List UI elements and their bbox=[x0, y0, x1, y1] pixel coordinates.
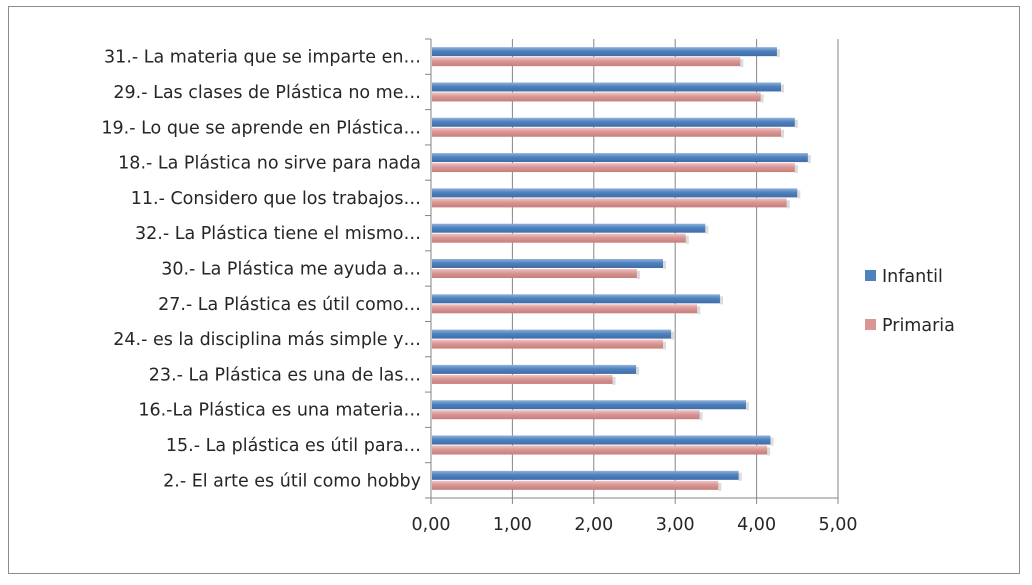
bar-infantil-11 bbox=[432, 400, 747, 410]
category-label: 27.- La Plástica es útil como… bbox=[158, 295, 421, 315]
legend-swatch-primaria bbox=[865, 319, 876, 330]
bar-shadow bbox=[770, 437, 774, 446]
bar-shadow bbox=[738, 472, 742, 481]
bar-shadow bbox=[746, 402, 750, 411]
category-label: 23.- La Plástica es una de las… bbox=[149, 365, 421, 385]
bar-shadow bbox=[794, 165, 798, 174]
bar-layer bbox=[432, 47, 811, 491]
category-label: 29.- Las clases de Plástica no me… bbox=[113, 83, 421, 103]
bar-shadow bbox=[767, 447, 771, 456]
category-label: 2.- El arte es útil como hobby bbox=[163, 471, 421, 491]
legend-label-primaria: Primaria bbox=[882, 316, 955, 336]
x-tick-label: 3,00 bbox=[656, 515, 695, 535]
bar-shadow bbox=[671, 331, 675, 340]
bar-chart: 31.- La materia que se imparte en… 29.- L… bbox=[101, 38, 955, 535]
category-label: 19.- Lo que se aprende en Plástica… bbox=[101, 118, 421, 138]
bar-shadow bbox=[794, 119, 798, 128]
category-label: 11.- Considero que los trabajos… bbox=[131, 189, 421, 209]
bar-infantil-5 bbox=[432, 188, 798, 198]
legend-label-infantil: Infantil bbox=[882, 267, 943, 287]
bar-shadow bbox=[699, 412, 703, 421]
category-label: 31.- La materia que se imparte en… bbox=[104, 48, 421, 68]
bar-shadow bbox=[636, 366, 640, 375]
category-label: 15.- La plástica es útil para… bbox=[166, 436, 421, 456]
bar-primaria-3 bbox=[432, 127, 782, 137]
category-labels: 31.- La materia que se imparte en… 29.- L… bbox=[101, 48, 421, 492]
legend: Infantil Primaria bbox=[865, 267, 955, 336]
bar-infantil-6 bbox=[432, 223, 706, 233]
bar-shadow bbox=[776, 49, 780, 58]
bar-infantil-3 bbox=[432, 117, 795, 127]
bar-shadow bbox=[797, 190, 801, 199]
bar-shadow bbox=[697, 306, 701, 315]
bar-shadow bbox=[718, 482, 722, 491]
bar-infantil-12 bbox=[432, 435, 771, 445]
category-label: 30.- La Plástica me ayuda a… bbox=[161, 260, 421, 280]
bar-primaria-8 bbox=[432, 304, 698, 314]
bar-primaria-9 bbox=[432, 339, 663, 349]
bar-infantil-7 bbox=[432, 259, 663, 268]
x-tick-label: 0,00 bbox=[412, 515, 451, 535]
bar-shadow bbox=[662, 261, 666, 269]
x-tick-label: 5,00 bbox=[819, 515, 858, 535]
bar-primaria-4 bbox=[432, 163, 795, 173]
bar-primaria-10 bbox=[432, 374, 613, 384]
bar-shadow bbox=[612, 376, 616, 385]
grid-layer bbox=[511, 39, 839, 498]
bar-shadow bbox=[662, 341, 666, 350]
x-tick-label: 2,00 bbox=[574, 515, 613, 535]
legend-swatch-infantil bbox=[865, 270, 876, 281]
bar-infantil-4 bbox=[432, 153, 808, 163]
bar-infantil-1 bbox=[432, 47, 777, 57]
bar-shadow bbox=[781, 84, 785, 93]
category-label: 16.-La Plástica es una materia… bbox=[138, 401, 421, 421]
x-tick-label: 4,00 bbox=[737, 515, 776, 535]
bar-primaria-1 bbox=[432, 57, 741, 67]
bar-primaria-11 bbox=[432, 410, 700, 420]
bar-shadow bbox=[705, 225, 709, 234]
bar-shadow bbox=[719, 296, 723, 305]
bar-shadow bbox=[786, 200, 790, 209]
category-label: 24.- es la disciplina más simple y… bbox=[113, 330, 421, 350]
bar-infantil-8 bbox=[432, 294, 720, 304]
category-label: 18.- La Plástica no sirve para nada bbox=[118, 154, 421, 174]
bar-shadow bbox=[807, 155, 811, 164]
bar-shadow bbox=[760, 94, 764, 103]
bar-shadow bbox=[636, 271, 640, 279]
bar-shadow bbox=[685, 235, 689, 244]
bar-primaria-12 bbox=[432, 445, 768, 455]
bar-shadow bbox=[740, 59, 744, 68]
bar-primaria-6 bbox=[432, 233, 686, 243]
chart-frame: 31.- La materia que se imparte en… 29.- L… bbox=[8, 6, 1020, 574]
bar-infantil-13 bbox=[432, 470, 739, 480]
x-tick-label: 1,00 bbox=[493, 515, 532, 535]
bar-shadow bbox=[781, 129, 785, 138]
x-tick-labels: 0,00 1,00 2,00 3,00 4,00 5,00 bbox=[412, 515, 858, 535]
bar-infantil-10 bbox=[432, 364, 637, 374]
bar-primaria-13 bbox=[432, 480, 719, 490]
bar-infantil-2 bbox=[432, 82, 782, 92]
axis-layer bbox=[425, 38, 839, 504]
category-label: 32.- La Plástica tiene el mismo… bbox=[135, 224, 421, 244]
bar-primaria-7 bbox=[432, 269, 637, 278]
bar-primaria-2 bbox=[432, 92, 761, 102]
bar-infantil-9 bbox=[432, 329, 672, 339]
bar-primaria-5 bbox=[432, 198, 787, 208]
